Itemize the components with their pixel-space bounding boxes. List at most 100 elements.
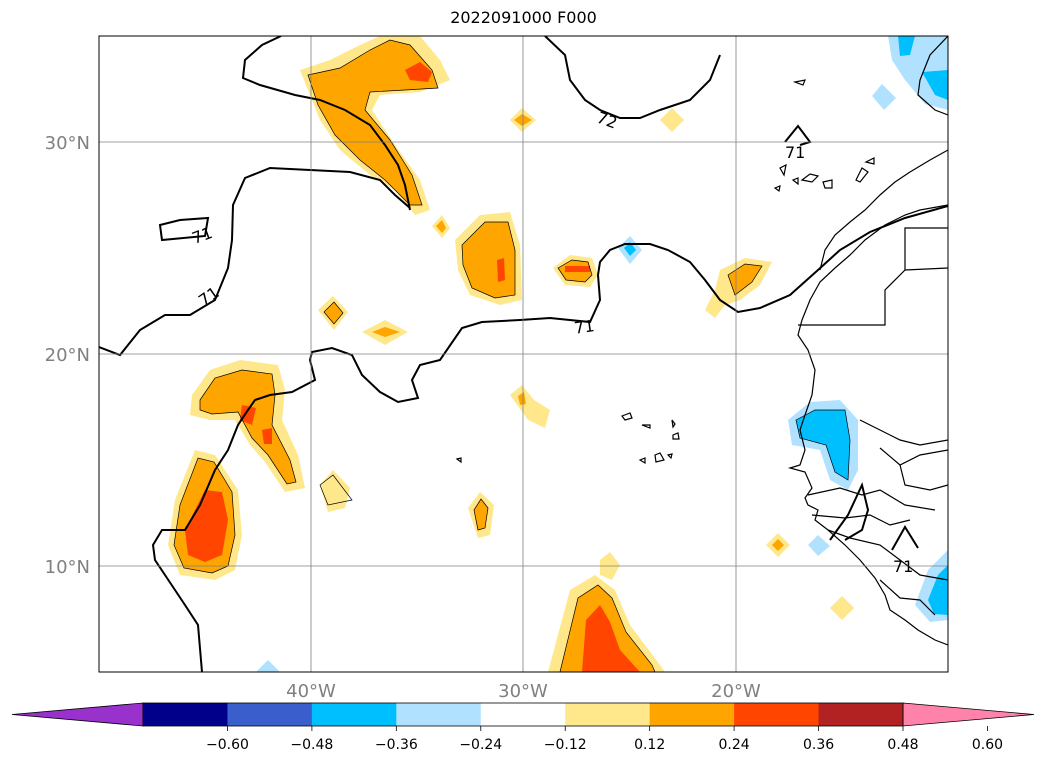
anomaly-patch	[372, 327, 400, 337]
map-plot-area: 72 71 71 71 71 71	[99, 36, 948, 672]
island-outline	[654, 452, 665, 463]
contour-71-line	[99, 166, 411, 357]
island-outline	[800, 173, 820, 183]
contour-label: 71	[573, 316, 596, 338]
anomaly-patch	[497, 258, 505, 282]
contour-71-line	[784, 124, 812, 146]
colorbar-tick-label: −0.60	[206, 737, 249, 753]
longitude-labels: 40°W 30°W 20°W	[286, 681, 761, 702]
colorbar-segment	[818, 703, 904, 726]
gridlines	[99, 36, 948, 672]
island-outline	[455, 457, 462, 464]
colorbar-segment	[227, 703, 313, 726]
colorbar-extend-low	[11, 702, 144, 727]
colorbar-tick-label: 0.60	[972, 737, 1003, 753]
anomaly-patch	[320, 470, 350, 512]
contour-71-line	[829, 481, 870, 541]
colorbar-frame	[142, 702, 904, 727]
island-outline	[672, 432, 680, 440]
anomaly-patch	[308, 40, 438, 205]
colorbar-segment	[143, 703, 228, 726]
colorbar-tick-label: −0.12	[544, 737, 587, 753]
lon-label: 30°W	[498, 681, 548, 702]
colorbar-segment	[480, 703, 566, 726]
anomaly-patch	[200, 370, 296, 484]
contour-label: 71	[893, 557, 913, 576]
country-border	[859, 419, 948, 446]
map-title: 2022091000 F000	[450, 8, 597, 27]
anomaly-patch	[256, 660, 280, 672]
island-outline	[791, 177, 799, 186]
anomaly-patch	[185, 490, 228, 562]
contour-72-line	[544, 36, 721, 119]
country-border	[904, 267, 948, 271]
contour-71-line	[151, 205, 948, 672]
colorbar: −0.60 −0.48 −0.36 −0.24 −0.12 0.12 0.24 0.36 0.4…	[11, 702, 1035, 753]
anomaly-patch	[808, 535, 830, 556]
lat-label: 30°N	[45, 133, 90, 154]
anomaly-patch	[728, 264, 762, 295]
positive-anomaly-patches	[168, 36, 854, 672]
anomaly-patch	[922, 70, 948, 100]
colorbar-segment	[649, 703, 735, 726]
lon-label: 40°W	[286, 681, 336, 702]
colorbar-tick-label: 0.36	[803, 737, 834, 753]
value-contour-lines	[99, 36, 948, 672]
country-border	[899, 464, 948, 491]
country-border	[807, 487, 936, 511]
coastline-lines	[455, 36, 948, 646]
latitude-labels: 30°N 20°N 10°N	[45, 133, 90, 578]
colorbar-tick-label: 0.12	[634, 737, 665, 753]
island-outline	[773, 185, 781, 193]
island-outline	[666, 453, 673, 460]
colorbar-tick-label: −0.48	[290, 737, 333, 753]
anomaly-patch	[830, 596, 854, 620]
country-border	[879, 447, 948, 466]
lat-label: 10°N	[45, 557, 90, 578]
country-border	[879, 579, 936, 616]
contour-label: 71	[785, 143, 805, 162]
country-border	[827, 529, 948, 581]
map-frame	[98, 35, 949, 673]
country-border	[798, 227, 948, 326]
anomaly-contour-lines	[173, 39, 851, 672]
colorbar-tick-label: −0.24	[459, 737, 502, 753]
country-border	[811, 514, 911, 526]
island-outline	[621, 412, 633, 421]
lon-label: 20°W	[711, 681, 761, 702]
colorbar-segment	[311, 703, 397, 726]
anomaly-patch	[772, 539, 784, 551]
anomaly-patch	[872, 84, 896, 110]
anomaly-patch	[582, 605, 640, 672]
island-outline	[671, 419, 676, 429]
morocco-coastline	[819, 149, 948, 271]
anomaly-patch	[436, 220, 446, 233]
contour-71-line	[158, 216, 210, 242]
colorbar-tick-label: −0.36	[375, 737, 418, 753]
island-outline	[792, 79, 806, 86]
contour-71-line	[891, 525, 919, 551]
anomaly-patch	[565, 266, 590, 272]
anomaly-patch	[405, 62, 432, 82]
colorbar-segment	[734, 703, 820, 726]
island-outline	[779, 163, 787, 177]
anomaly-patch	[518, 392, 526, 405]
anomaly-patch	[928, 565, 948, 615]
anomaly-patch	[240, 405, 256, 425]
contour-72-line	[241, 36, 411, 211]
africa-coastline	[787, 204, 948, 646]
anomaly-patch	[660, 108, 684, 132]
colorbar-segment	[565, 703, 651, 726]
island-outline	[822, 179, 833, 189]
colorbar-tick-label: 0.24	[719, 737, 750, 753]
lat-label: 20°N	[45, 345, 90, 366]
spain-coastline	[917, 36, 948, 116]
colorbar-segment	[396, 703, 482, 726]
anomaly-patch	[898, 36, 915, 56]
island-outline	[638, 457, 646, 465]
island-outline	[855, 167, 869, 183]
colorbar-tick-label: 0.48	[887, 737, 918, 753]
anomaly-patch	[624, 242, 636, 256]
negative-anomaly-patches	[256, 36, 948, 672]
